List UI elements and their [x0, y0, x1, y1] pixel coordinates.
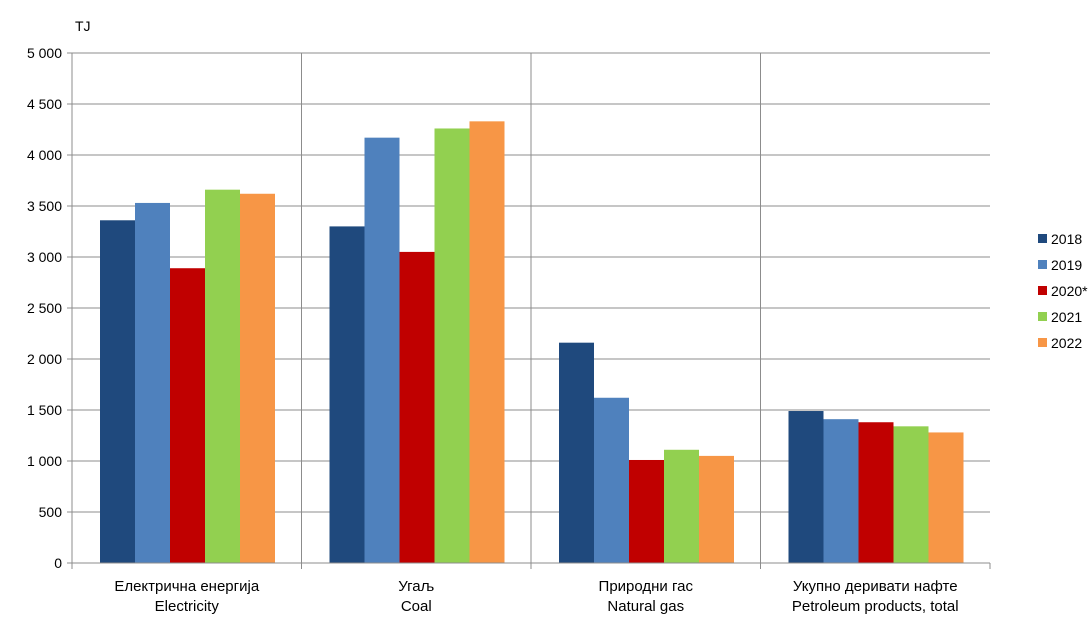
bar-2021-3 [893, 426, 929, 563]
bar-2018-3 [788, 411, 824, 563]
legend-label: 2020* [1051, 283, 1088, 299]
legend-label: 2018 [1051, 231, 1082, 247]
y-tick-label: 1 500 [27, 402, 62, 418]
bar-2021-2 [664, 449, 699, 563]
legend-label: 2021 [1051, 309, 1082, 325]
category-label: Natural gas [607, 598, 684, 615]
legend-swatch [1038, 234, 1047, 243]
bar-2021-1 [434, 128, 470, 564]
bar-2018-1 [329, 226, 365, 563]
legend-label: 2019 [1051, 257, 1082, 273]
y-tick-label: 1 000 [27, 453, 62, 469]
legend-swatch [1038, 338, 1047, 347]
category-label: Coal [401, 598, 432, 615]
category-label: Electricity [155, 598, 220, 615]
y-tick-label: 5 000 [27, 45, 62, 61]
bar-2021-0 [205, 189, 240, 563]
y-tick-label: 4 500 [27, 96, 62, 112]
category-label: Електрична енергија [114, 578, 260, 595]
category-label: Petroleum products, total [792, 598, 959, 615]
bar-2022-2 [699, 455, 734, 563]
bar-2019-1 [364, 137, 400, 563]
bar-2019-0 [135, 202, 170, 563]
y-tick-labels: 0 500 1 000 1 500 2 000 2 500 3 000 3 500 4 000 4… [27, 45, 62, 571]
bars [100, 121, 964, 564]
y-axis-label: TJ [75, 18, 91, 34]
y-tick-label: 0 [54, 555, 62, 571]
legend-label: 2022 [1051, 335, 1082, 351]
y-tick-label: 3 500 [27, 198, 62, 214]
bar-2022-3 [928, 432, 964, 563]
bar-2019-2 [594, 397, 629, 563]
legend-swatch [1038, 286, 1047, 295]
category-label: Укупно деривати нафте [793, 578, 958, 595]
bar-2020-0 [170, 268, 205, 563]
bar-2022-0 [240, 193, 275, 563]
category-label: Природни гас [599, 578, 694, 595]
bar-2019-3 [823, 419, 859, 563]
y-tick-label: 4 000 [27, 147, 62, 163]
y-tick-label: 3 000 [27, 249, 62, 265]
y-tick-label: 500 [39, 504, 63, 520]
category-label: Угаљ [398, 578, 434, 595]
legend-swatch [1038, 260, 1047, 269]
category-labels: Електрична енергија Electricity Угаљ Coal Пр… [114, 578, 958, 615]
bar-2020-3 [858, 422, 894, 563]
axes [67, 52, 991, 569]
bar-2018-2 [559, 342, 594, 563]
legend: 2018 2019 2020* 2021 2022 [1038, 231, 1088, 351]
bar-2020-1 [399, 251, 435, 563]
y-tick-label: 2 000 [27, 351, 62, 367]
legend-swatch [1038, 312, 1047, 321]
bar-2022-1 [469, 121, 505, 563]
bar-2018-0 [100, 220, 135, 563]
bar-2020-2 [629, 459, 664, 563]
y-tick-label: 2 500 [27, 300, 62, 316]
